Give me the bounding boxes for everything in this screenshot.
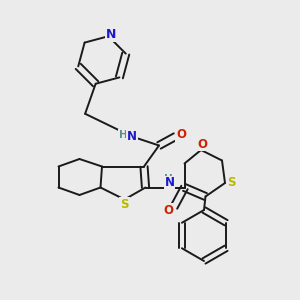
Text: O: O <box>164 203 174 217</box>
Text: H: H <box>164 174 172 184</box>
Text: O: O <box>176 128 186 142</box>
Text: H: H <box>119 130 128 140</box>
Text: S: S <box>120 197 129 211</box>
Text: S: S <box>227 176 236 190</box>
Text: N: N <box>106 28 117 41</box>
Text: N: N <box>127 130 137 143</box>
Text: N: N <box>164 176 175 190</box>
Text: O: O <box>197 137 207 151</box>
